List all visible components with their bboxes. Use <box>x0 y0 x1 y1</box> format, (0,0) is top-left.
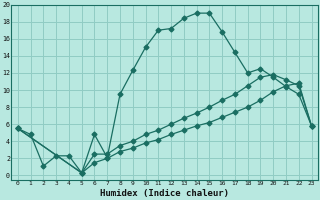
X-axis label: Humidex (Indice chaleur): Humidex (Indice chaleur) <box>100 189 229 198</box>
